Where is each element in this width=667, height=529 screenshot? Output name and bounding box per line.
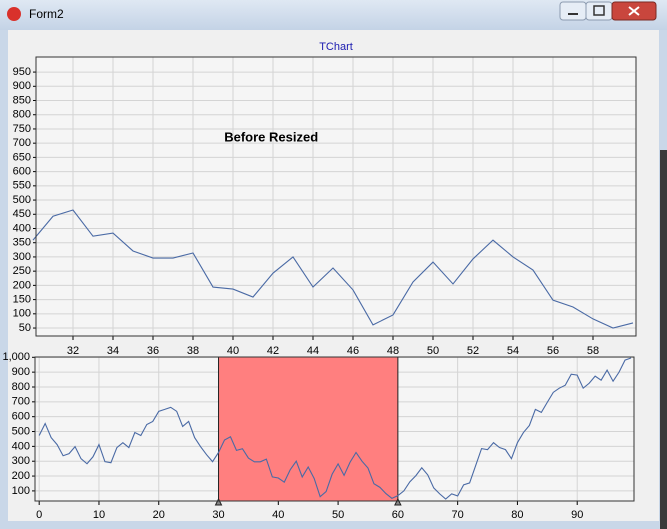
maximize-icon <box>593 5 605 16</box>
x-tick-label: 40 <box>227 345 239 357</box>
series-line <box>32 209 634 329</box>
x-tick-label: 50 <box>332 509 344 521</box>
y-tick-label: 250 <box>13 265 31 277</box>
x-tick-label: 36 <box>147 345 159 357</box>
x-tick-label: 10 <box>93 509 105 521</box>
y-tick-label: 50 <box>19 322 31 334</box>
y-tick-label: 950 <box>13 66 31 78</box>
plot-frame <box>35 56 637 337</box>
y-tick-label: 550 <box>13 180 31 192</box>
y-tick-label: 1,000 <box>2 351 30 363</box>
y-tick-label: 750 <box>13 123 31 135</box>
y-tick-label: 800 <box>12 381 30 393</box>
y-tick-label: 500 <box>13 194 31 206</box>
y-tick-label: 400 <box>12 440 30 452</box>
zoom-band <box>218 357 398 501</box>
y-tick-label: 300 <box>12 455 30 467</box>
x-tick-label: 60 <box>392 509 404 521</box>
y-tick-label: 200 <box>12 470 30 482</box>
y-tick-label: 900 <box>13 80 31 92</box>
minimize-button[interactable] <box>559 1 587 21</box>
x-tick-label: 56 <box>547 345 559 357</box>
x-tick-label: 50 <box>427 345 439 357</box>
app-icon <box>7 7 21 21</box>
x-tick-label: 80 <box>511 509 523 521</box>
x-tick-label: 58 <box>587 345 599 357</box>
chart-title: TChart <box>319 41 353 53</box>
y-tick-label: 350 <box>13 237 31 249</box>
x-tick-label: 52 <box>467 345 479 357</box>
maximize-button[interactable] <box>585 1 613 21</box>
x-tick-label: 54 <box>507 345 519 357</box>
x-tick-label: 38 <box>187 345 199 357</box>
x-tick-label: 40 <box>272 509 284 521</box>
y-tick-label: 900 <box>12 366 30 378</box>
background-edge <box>660 150 667 529</box>
y-tick-label: 800 <box>13 109 31 121</box>
y-tick-label: 600 <box>12 411 30 423</box>
annotation: Before Resized <box>224 129 318 144</box>
x-tick-label: 48 <box>387 345 399 357</box>
series-line <box>38 357 632 500</box>
plot-frame <box>34 356 635 502</box>
y-tick-label: 400 <box>13 222 31 234</box>
x-tick-label: 90 <box>571 509 583 521</box>
y-tick-label: 150 <box>13 294 31 306</box>
y-tick-label: 850 <box>13 94 31 106</box>
close-icon <box>628 6 640 16</box>
y-tick-label: 700 <box>13 137 31 149</box>
y-tick-label: 450 <box>13 208 31 220</box>
plot-area <box>36 57 636 336</box>
x-tick-label: 44 <box>307 345 319 357</box>
y-tick-label: 600 <box>13 166 31 178</box>
y-tick-label: 100 <box>12 485 30 497</box>
y-tick-label: 200 <box>13 279 31 291</box>
x-tick-label: 70 <box>452 509 464 521</box>
band-handle <box>394 497 402 506</box>
y-tick-label: 650 <box>13 151 31 163</box>
y-tick-label: 100 <box>13 308 31 320</box>
y-tick-label: 700 <box>12 396 30 408</box>
band-handle <box>214 497 223 506</box>
x-tick-label: 0 <box>36 509 42 521</box>
x-tick-label: 32 <box>67 345 79 357</box>
x-tick-label: 42 <box>267 345 279 357</box>
x-tick-label: 34 <box>107 345 119 357</box>
y-tick-label: 300 <box>13 251 31 263</box>
title-bar <box>0 0 667 30</box>
x-tick-label: 30 <box>212 509 224 521</box>
x-tick-label: 46 <box>347 345 359 357</box>
window-title: Form2 <box>29 7 64 21</box>
x-tick-label: 20 <box>153 509 165 521</box>
y-tick-label: 500 <box>12 425 30 437</box>
